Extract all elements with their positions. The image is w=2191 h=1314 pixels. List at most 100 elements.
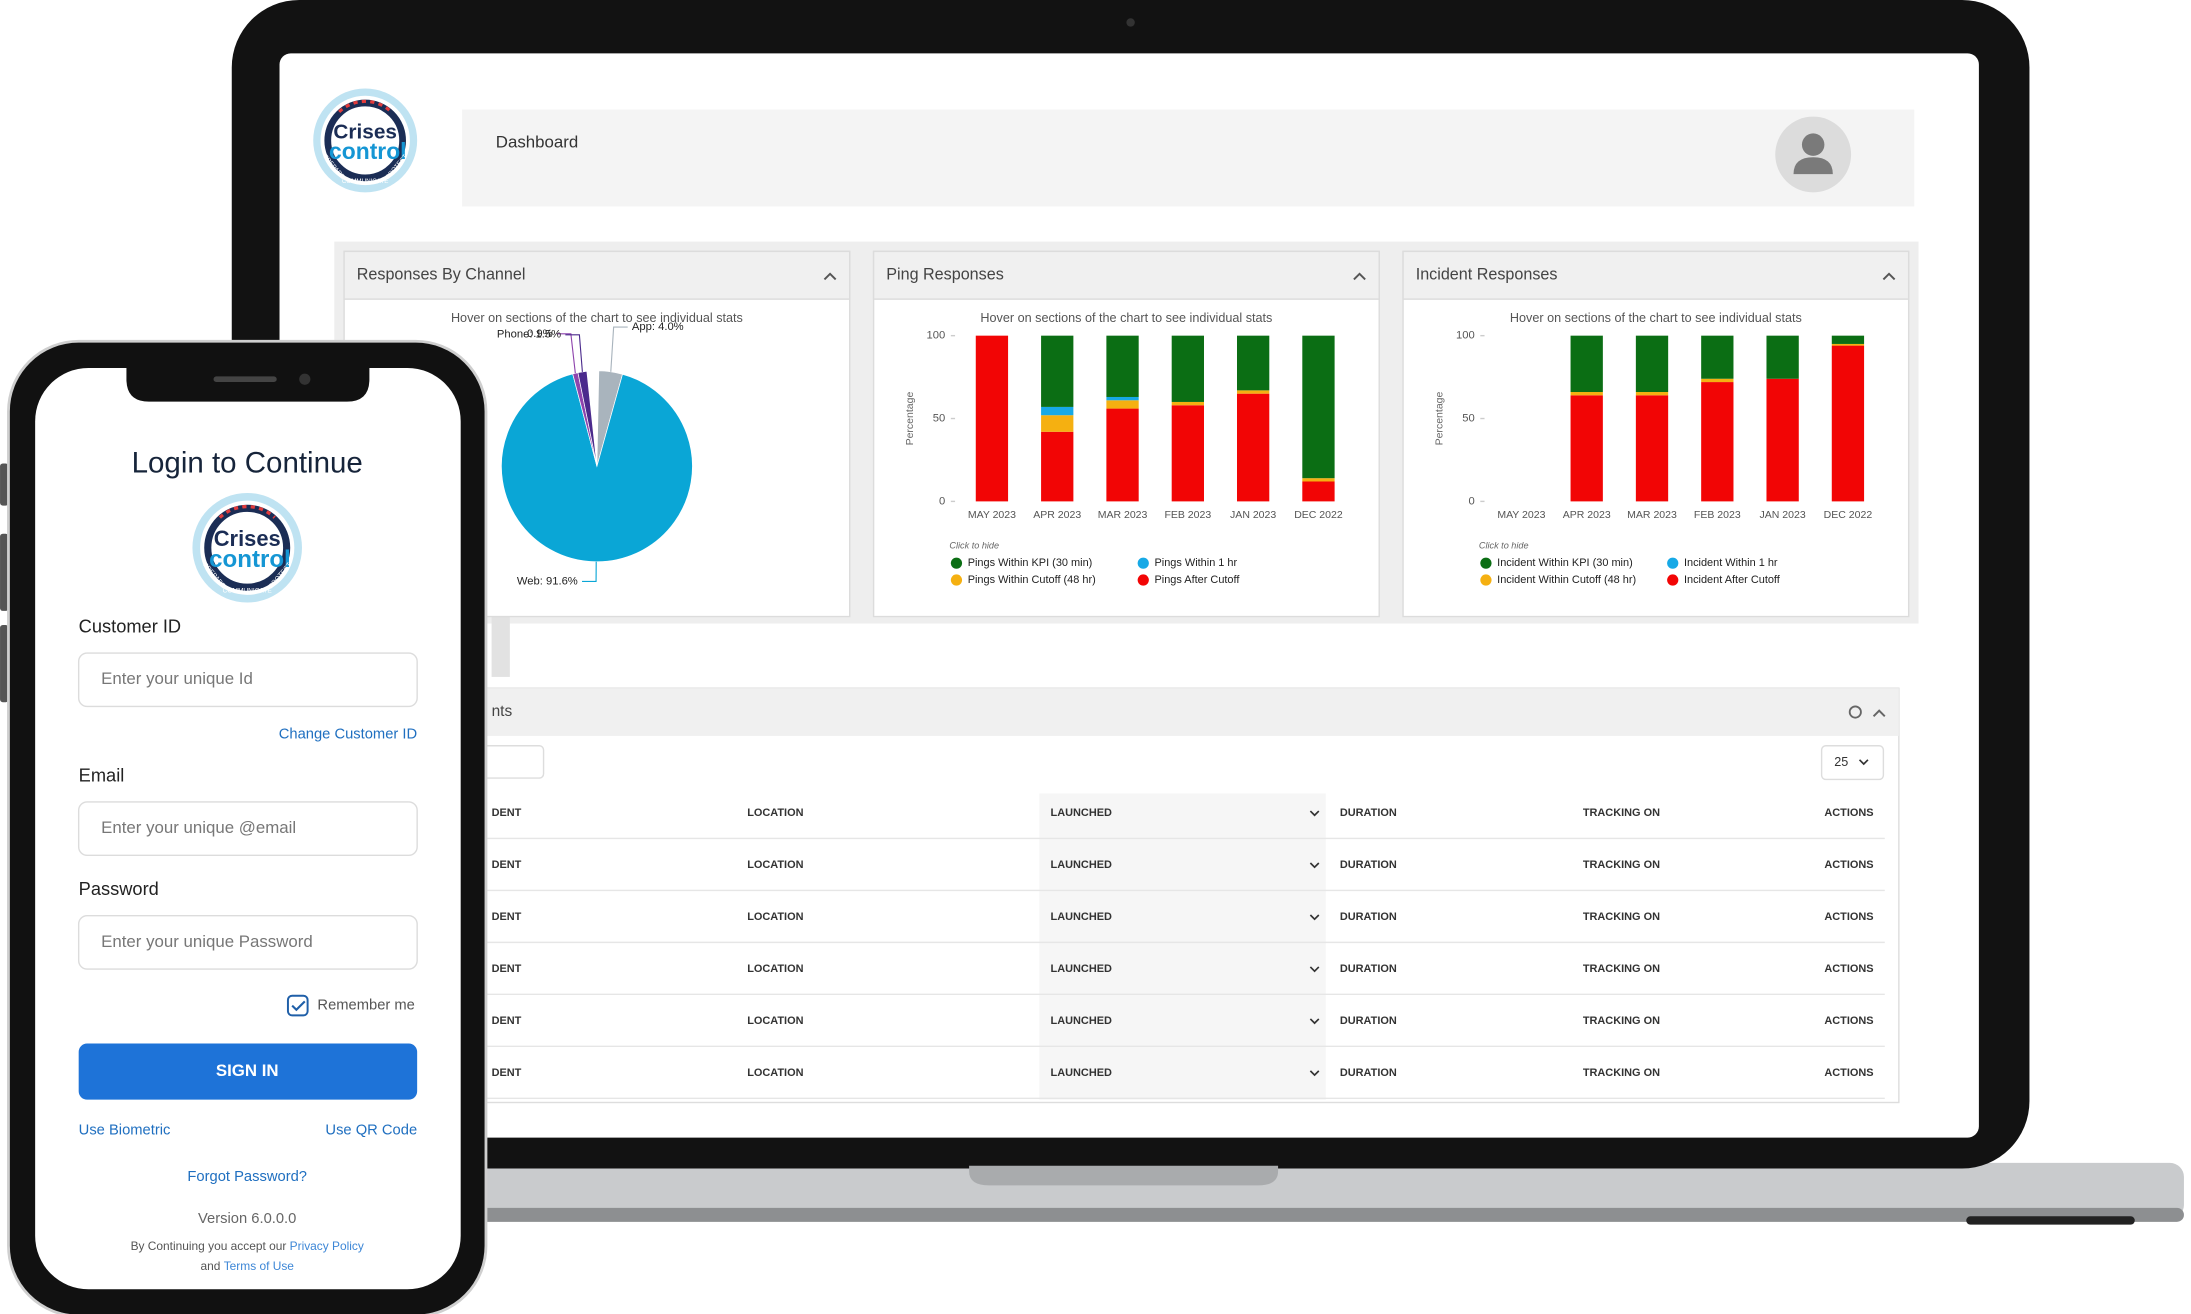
legend-label: Incident After Cutoff [1684,574,1781,586]
legend-swatch [950,557,963,569]
speaker [213,376,277,383]
panel-title: Incident Responses [1416,266,1558,284]
collapse-icon[interactable] [823,272,837,281]
password-input[interactable] [77,914,418,970]
bar-segment [1831,335,1865,344]
sort-chevron[interactable] [1309,1070,1320,1077]
qr-link[interactable]: Use QR Code [325,1122,417,1138]
change-customer-link[interactable]: Change Customer ID [279,726,417,742]
column-header: ACTIONS [1824,911,1873,923]
forgot-link[interactable]: Forgot Password? [187,1169,307,1185]
panel-header [872,250,1380,300]
column-header: LOCATION [747,911,803,923]
y-tick-label: 0 [939,495,945,507]
y-tick-label: 0 [1468,495,1474,507]
bar-segment [1041,335,1074,407]
front-camera [299,373,311,385]
version: Version 6.0.0.0 [198,1211,296,1227]
laptop-base [421,1162,2184,1220]
email-input[interactable] [77,801,418,857]
logo-band [324,99,406,182]
column-header: LAUNCHED [1051,1015,1112,1027]
y-axis-label: Percentage [904,391,916,445]
panel-header [343,250,851,300]
column-header: DENT [492,1015,522,1027]
sort-chevron[interactable] [1309,1018,1320,1025]
legend-item[interactable]: Pings Within 1 hr [1137,557,1238,569]
legend-item[interactable]: Incident Within KPI (30 min) [1480,557,1633,569]
privacy-link[interactable]: Privacy Policy [290,1239,364,1253]
table-title: nts [492,703,513,720]
customer-id-input[interactable] [77,652,418,708]
column-header: ACTIONS [1824,1067,1873,1079]
incidents-table: nts 25 DENT LOCATION LAUNCHED DURATION TRACK… [476,687,1900,1104]
sign-in-button[interactable] [78,1043,418,1100]
legend-label: Pings After Cutoff [1154,574,1240,586]
data-label: 0.9% [527,328,553,340]
bar-segment [975,335,1009,502]
legend-item[interactable]: Incident After Cutoff [1667,574,1781,586]
bar-segment [1236,393,1270,502]
legend-title: Click to hide [949,541,999,551]
chart-subtitle: Hover on sections of the chart to see in… [451,311,743,325]
legend-item[interactable]: Incident Within Cutoff (48 hr) [1480,574,1636,586]
collapse-icon[interactable] [1882,272,1896,281]
search-box[interactable] [476,745,545,779]
bar-segment [1570,395,1603,502]
data-label: Web: 91.6% [517,575,578,587]
terms-link[interactable]: Terms of Use [224,1259,295,1273]
column-header: TRACKING ON [1583,859,1660,871]
bar-segment [1831,343,1865,346]
page-size: 25 [1834,755,1848,769]
legend-item[interactable]: Pings After Cutoff [1137,574,1241,586]
collapse-icon[interactable] [1872,709,1886,717]
login-title: Login to Continue [132,447,363,480]
legend-item[interactable]: Incident Within 1 hr [1667,557,1778,569]
laptop-base-edge [421,1207,2184,1222]
x-tick-label: MAR 2023 [1627,509,1677,521]
column-header: ACTIONS [1824,859,1873,871]
legend-swatch [1667,557,1679,569]
sort-chevron[interactable] [1309,862,1320,869]
column-header: DURATION [1340,859,1397,871]
collapse-icon[interactable] [1353,272,1366,281]
legend-swatch [1480,574,1492,586]
biometric-link[interactable]: Use Biometric [79,1122,171,1138]
bar-segment [1302,478,1335,482]
sort-chevron[interactable] [1309,966,1320,973]
terms-text: and [200,1259,223,1273]
legend-label: Pings Within 1 hr [1154,557,1237,569]
data-label: Phone: 1.5% [497,329,561,341]
laptop-notch [969,1165,1279,1186]
phone-button [0,624,9,703]
column-header: LOCATION [747,963,803,975]
logo-core [213,513,282,582]
bar-segment [1041,415,1074,432]
refresh-icon[interactable] [1848,705,1862,719]
logo-band [204,504,291,591]
avatar-body [1793,157,1833,175]
sorted-column [1039,793,1326,1100]
column-header: LAUNCHED [1051,963,1112,975]
sort-chevron[interactable] [1309,914,1320,921]
logo-ring-word: COMMUNICATE [223,588,273,595]
data-label: App: 4.0% [632,321,684,333]
legend-item[interactable]: Pings Within Cutoff (48 hr) [950,574,1096,586]
sort-chevron[interactable] [1309,810,1320,817]
page-size-select[interactable] [1820,745,1885,781]
laptop-foot [1966,1216,2135,1225]
remember-label: Remember me [317,997,414,1013]
logo-word: Crises [333,121,397,144]
bar-segment [1106,408,1139,502]
legend-swatch [950,574,963,586]
legend-item[interactable]: Pings Within KPI (30 min) [950,557,1092,569]
y-axis-label: Percentage [1433,391,1445,445]
remember-checkbox[interactable] [286,994,309,1017]
camera [1126,18,1135,27]
leader-line [565,334,583,372]
legend-label: Incident Within Cutoff (48 hr) [1497,574,1636,586]
